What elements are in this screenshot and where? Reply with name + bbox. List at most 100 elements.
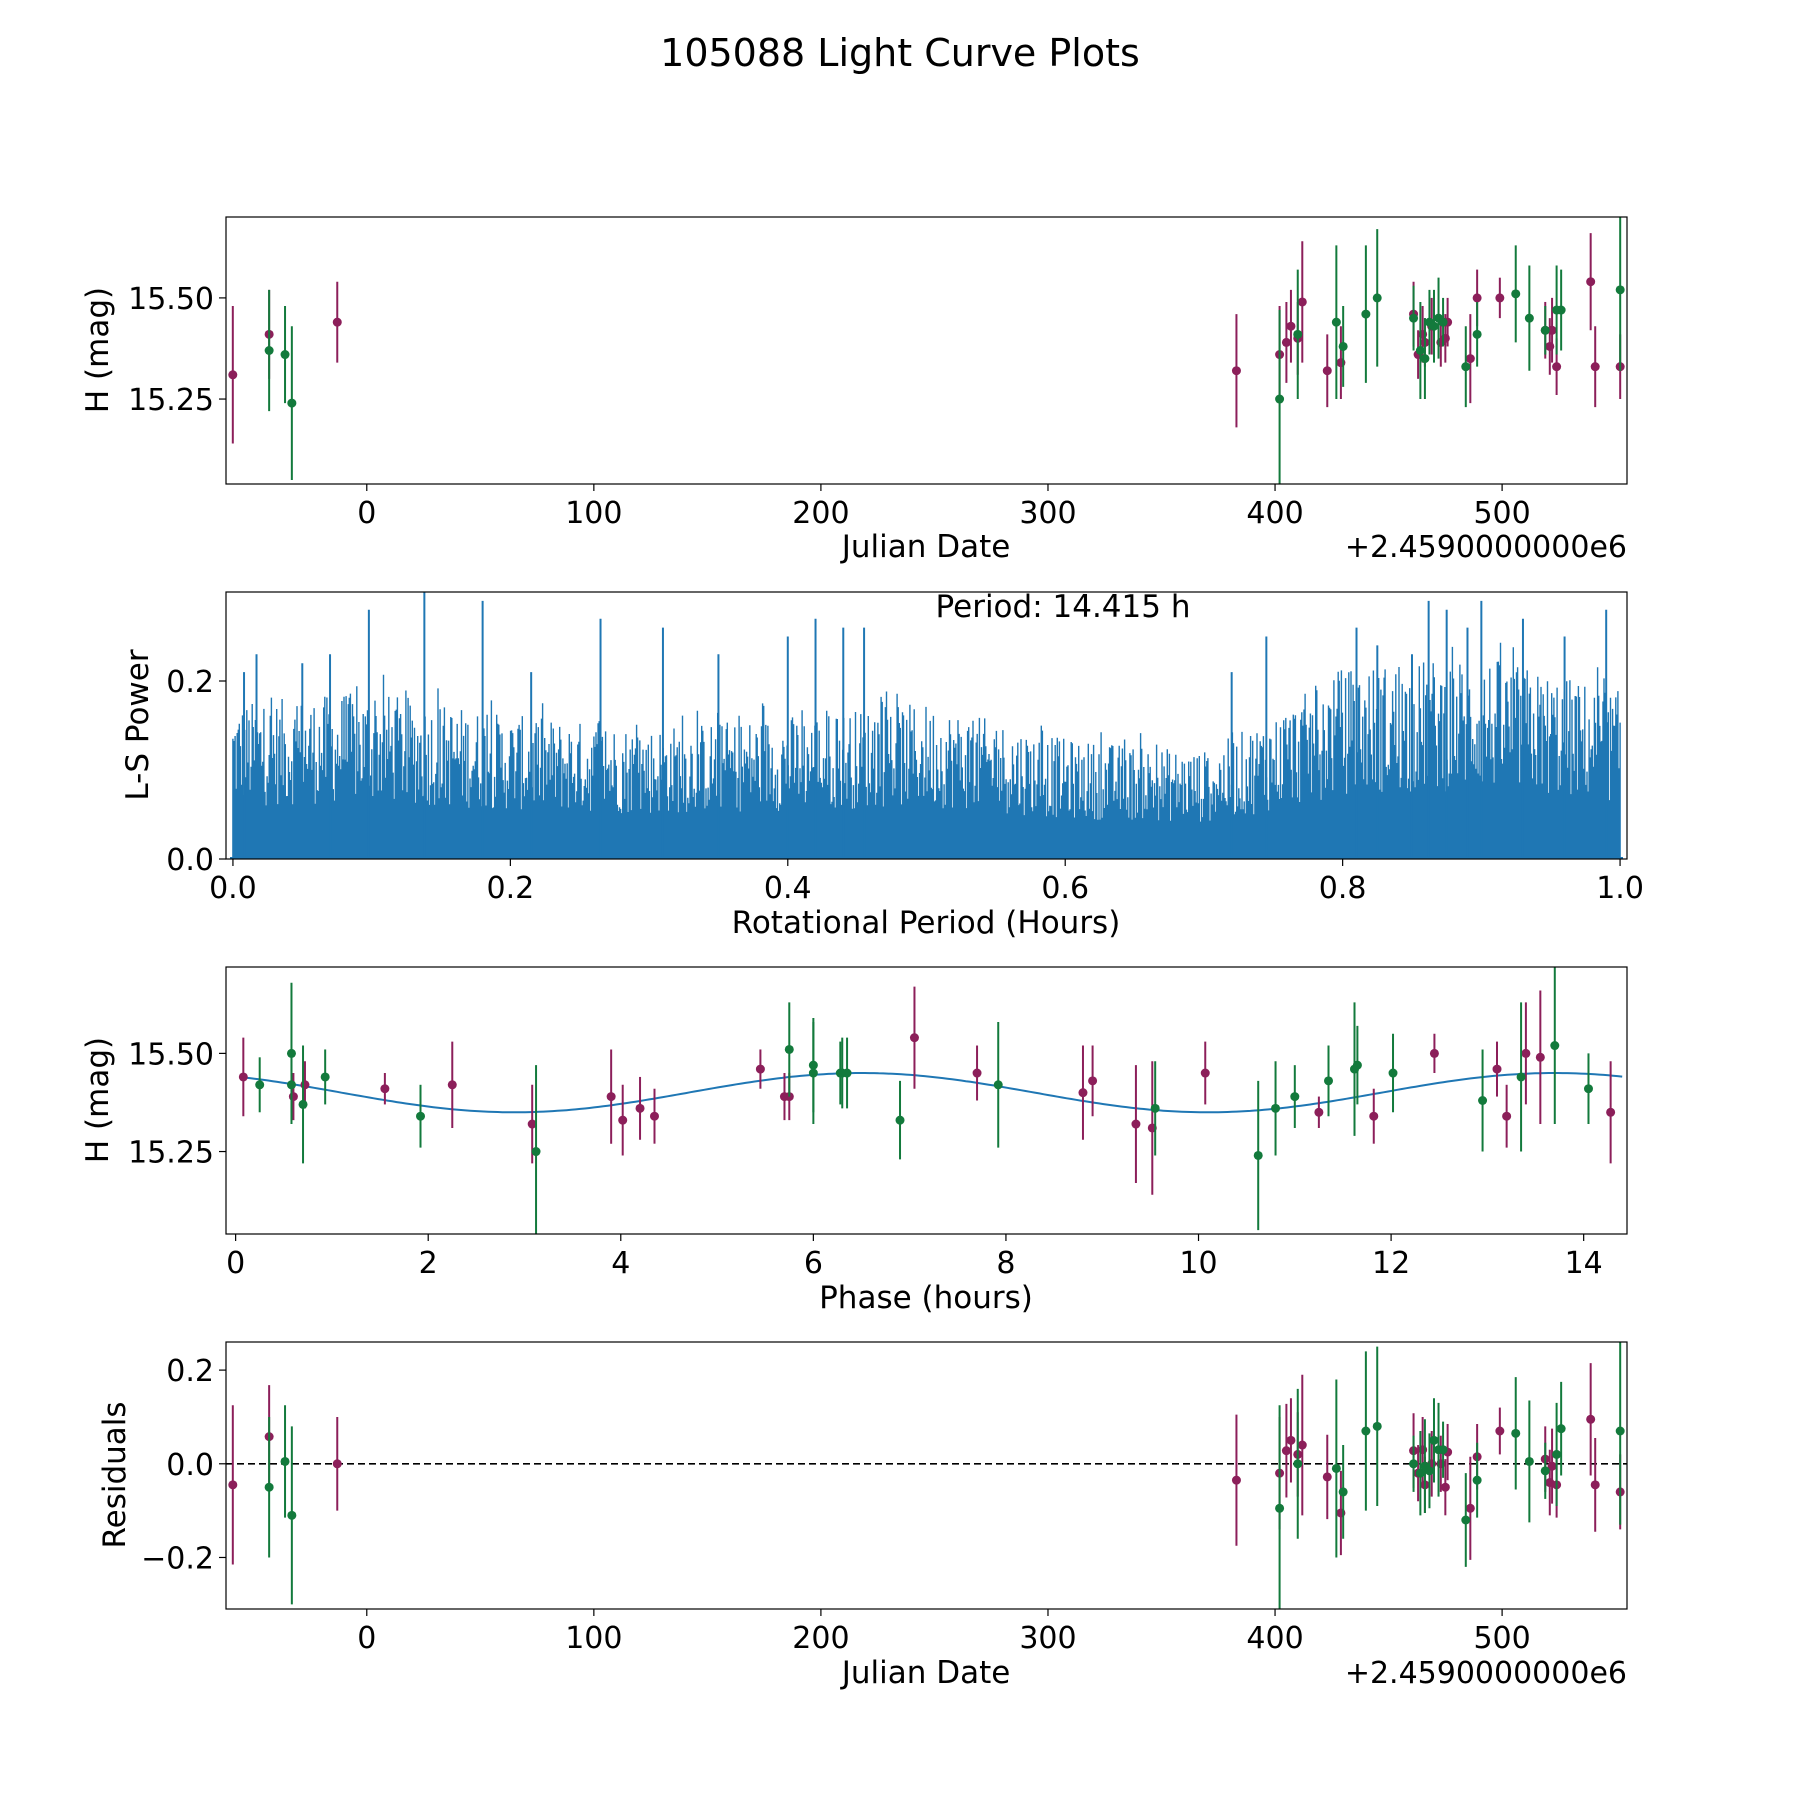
lightcurve-xtick-label: 0	[357, 496, 376, 531]
phased-band_o-point	[380, 1084, 390, 1094]
phased-band_o-point	[1314, 1107, 1324, 1117]
lightcurve-band_c-point	[1415, 346, 1425, 355]
phased-band_c-point	[531, 1147, 541, 1157]
lightcurve-band_c-point	[1438, 317, 1448, 327]
residuals-ytick-label: 0.2	[166, 1354, 214, 1389]
phased-xtick-label: 6	[804, 1246, 823, 1281]
residuals-band_c-point	[1424, 1466, 1434, 1476]
residuals-band_c-point	[1438, 1445, 1448, 1455]
lightcurve-band_o-point	[1286, 321, 1296, 331]
residuals-band_c-point	[1429, 1435, 1439, 1445]
residuals-ylabel: Residuals	[97, 1401, 133, 1548]
phased-band_o-point	[1078, 1088, 1088, 1098]
phased-band_c-point	[1550, 1041, 1560, 1051]
lightcurve-band_c-point	[1556, 305, 1566, 315]
phased-xlabel: Phase (hours)	[819, 1280, 1033, 1316]
phased-band_o-point	[1502, 1111, 1512, 1121]
phased-xtick-label: 4	[611, 1246, 630, 1281]
lightcurve-band_c-point	[1461, 362, 1471, 372]
phased-band_o-point	[972, 1068, 982, 1078]
phased-band_o-point	[447, 1080, 457, 1090]
lightcurve-band_c-point	[1615, 285, 1625, 295]
residuals-band_o-point	[1322, 1472, 1332, 1482]
lightcurve-band_o-point	[1552, 362, 1562, 372]
periodogram-power-line	[232, 642, 1621, 859]
lightcurve-band_c-point	[1361, 309, 1371, 319]
phased-band_c-point	[842, 1068, 852, 1078]
residuals-xtick-label: 100	[565, 1621, 622, 1656]
phased-band_o-point	[618, 1115, 628, 1125]
lightcurve-band_c-point	[1275, 394, 1285, 404]
phased-band_c-point	[298, 1099, 308, 1109]
phased-xtick-label: 0	[226, 1246, 245, 1281]
phased-band_o-point	[1131, 1119, 1141, 1129]
phased-band_c-point	[895, 1115, 905, 1125]
residuals-xtick-label: 200	[792, 1621, 849, 1656]
periodogram-xtick-label: 0.2	[487, 871, 535, 906]
lightcurve-band_o-point	[1322, 366, 1332, 376]
phased-band_c-point	[1516, 1072, 1526, 1082]
phased-band_c-point	[320, 1072, 330, 1082]
residuals-band_c-point	[1409, 1459, 1419, 1469]
phased-band_c-point	[416, 1111, 426, 1121]
residuals-band_o-point	[1286, 1435, 1296, 1445]
periodogram-xlabel: Rotational Period (Hours)	[732, 905, 1121, 941]
phased-band_c-point	[1388, 1068, 1398, 1078]
periodogram-ylabel: L-S Power	[120, 649, 156, 800]
periodogram-xtick-label: 0.6	[1041, 871, 1089, 906]
lightcurve-ytick-label: 15.25	[128, 383, 214, 418]
residuals-xtick-label: 0	[357, 1621, 376, 1656]
lightcurve-band_o-point	[1465, 354, 1475, 364]
phased-band_o-point	[606, 1092, 616, 1102]
phased-band_o-point	[300, 1080, 310, 1090]
phased-band_c-point	[255, 1080, 265, 1090]
lightcurve-xtick-label: 400	[1246, 496, 1303, 531]
residuals-band_c-point	[1556, 1424, 1566, 1434]
lightcurve-xlabel: Julian Date	[840, 529, 1011, 565]
residuals-band_c-point	[1540, 1466, 1550, 1476]
lightcurve-band_c-point	[1293, 329, 1303, 339]
phased-band_o-point	[527, 1119, 537, 1129]
residuals-band_c-point	[1361, 1426, 1371, 1436]
phased-xtick-label: 10	[1179, 1246, 1217, 1281]
phased-xtick-label: 8	[996, 1246, 1015, 1281]
residuals-band_c-point	[287, 1510, 297, 1520]
phased-xtick-label: 12	[1372, 1246, 1410, 1281]
lightcurve-band_c-point	[1409, 313, 1419, 323]
residuals-band_o-point	[1495, 1426, 1505, 1436]
residuals-band_o-point	[332, 1459, 342, 1469]
periodogram-xtick-label: 0.0	[209, 871, 257, 906]
residuals-band_c-point	[280, 1456, 290, 1466]
periodogram-frame	[225, 591, 1628, 860]
phased-axes: 0 2 4 6 8 10 12 14 15.25 15.50 Phase (hours) H (m…	[80, 966, 1628, 1316]
phased-band_o-point	[635, 1103, 645, 1113]
residuals-band_c-point	[1372, 1421, 1382, 1431]
phased-xtick-label: 14	[1565, 1246, 1603, 1281]
lightcurve-band_c-point	[1338, 341, 1348, 351]
lightcurve-band_c-point	[264, 346, 274, 355]
phased-ytick-label: 15.50	[128, 1037, 214, 1072]
lightcurve-ytick-label: 15.50	[128, 282, 214, 317]
phased-band_c-point	[1150, 1103, 1160, 1113]
lightcurve-axes: 0 100 200 300 400 500 15.25 15.50 Julian Date H…	[80, 216, 1628, 565]
periodogram-xtick-label: 0.4	[764, 871, 812, 906]
phased-band_o-point	[1492, 1064, 1502, 1074]
lightcurve-band_c-point	[1540, 325, 1550, 335]
periodogram-ytick-label: 0.0	[166, 843, 214, 878]
residuals-band_o-point	[228, 1480, 238, 1490]
residuals-xtick-label: 500	[1473, 1621, 1530, 1656]
phased-band_o-point	[1521, 1048, 1531, 1058]
phased-band_o-point	[1535, 1052, 1545, 1062]
lightcurve-frame	[225, 216, 1628, 485]
lightcurve-band_o-point	[1547, 325, 1557, 335]
phased-band_c-point	[1253, 1150, 1263, 1160]
residuals-xlabel: Julian Date	[840, 1655, 1011, 1691]
lightcurve-band_c-point	[1511, 289, 1521, 299]
phased-band_o-point	[1088, 1076, 1098, 1086]
residuals-band_c-point	[1415, 1468, 1425, 1478]
phased-band_c-point	[1271, 1103, 1281, 1113]
residuals-band_o-point	[1547, 1461, 1557, 1471]
residuals-band_o-point	[1465, 1503, 1475, 1513]
lightcurve-xtick-label: 100	[565, 496, 622, 531]
